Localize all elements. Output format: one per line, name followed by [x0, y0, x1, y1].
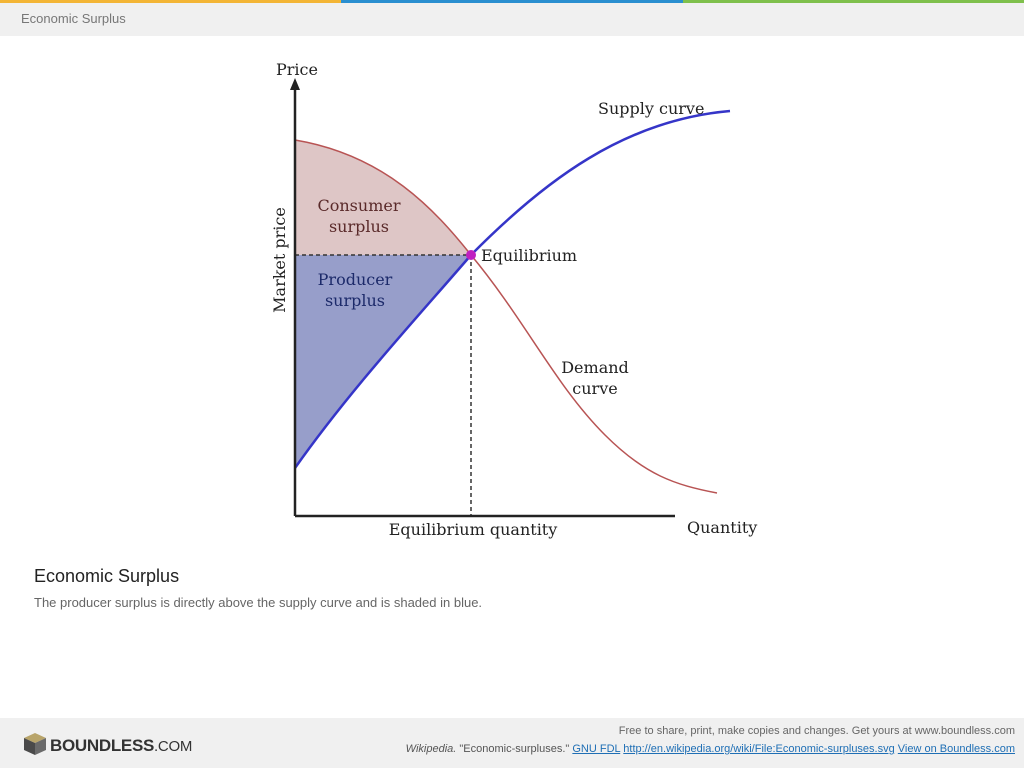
demand-curve-label-line1: Demand — [561, 358, 629, 377]
logo-main-text: BOUNDLESS — [50, 736, 155, 755]
y-axis-arrow-icon — [290, 78, 300, 90]
accent-stripe-blue — [341, 0, 683, 3]
boundless-logo-icon — [24, 733, 46, 755]
consumer-surplus-label-line2: surplus — [329, 217, 389, 236]
equilibrium-label: Equilibrium — [481, 246, 577, 265]
y-axis-label: Market price — [270, 207, 289, 313]
economic-surplus-diagram: Price Quantity Market price Equilibrium … — [270, 60, 757, 539]
accent-stripe-green — [683, 0, 1024, 3]
footer-share-notice: Free to share, print, make copies and ch… — [618, 725, 1015, 737]
slide-header-title: Economic Surplus — [21, 11, 126, 26]
accent-stripe-yellow — [0, 0, 341, 3]
source-url-link[interactable]: http://en.wikipedia.org/wiki/File:Econom… — [623, 743, 895, 755]
equilibrium-point — [466, 250, 476, 260]
footer: BOUNDLESS.COM Free to share, print, make… — [0, 718, 1024, 768]
y-axis-title: Price — [276, 60, 318, 79]
source-name: Wikipedia. — [405, 743, 457, 755]
footer-attribution: Wikipedia. "Economic-surpluses." GNU FDL… — [406, 743, 1015, 755]
license-link[interactable]: GNU FDL — [572, 743, 621, 755]
x-axis-label: Equilibrium quantity — [389, 520, 558, 539]
top-bar: Economic Surplus — [0, 0, 1024, 36]
boundless-logo-text[interactable]: BOUNDLESS.COM — [50, 736, 192, 756]
supply-curve-label: Supply curve — [598, 99, 704, 118]
producer-surplus-label-line1: Producer — [318, 270, 393, 289]
producer-surplus-region — [295, 255, 471, 468]
producer-surplus-label-line2: surplus — [325, 291, 385, 310]
consumer-surplus-region — [295, 140, 471, 255]
consumer-surplus-label-line1: Consumer — [318, 196, 401, 215]
source-title: "Economic-surpluses." — [456, 743, 573, 755]
x-axis-title: Quantity — [687, 518, 757, 537]
demand-curve-label-line2: curve — [572, 379, 617, 398]
caption-title: Economic Surplus — [34, 566, 180, 586]
demand-curve — [294, 139, 718, 494]
caption-text: The producer surplus is directly above t… — [34, 595, 483, 610]
logo-suffix-text: .COM — [154, 738, 193, 755]
view-on-boundless-link[interactable]: View on Boundless.com — [897, 743, 1015, 755]
